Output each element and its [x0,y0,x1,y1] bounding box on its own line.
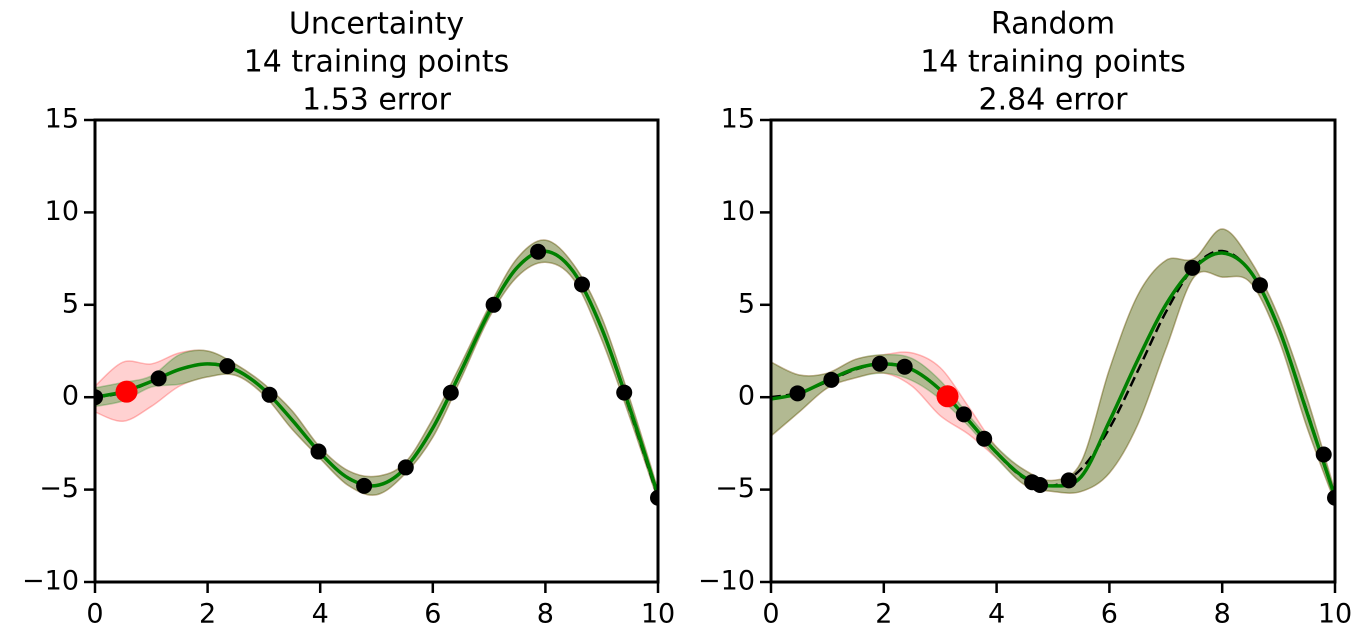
y-tick-label: 10 [721,196,755,227]
chart-title: Random [991,7,1115,42]
plot-area [771,228,1335,506]
y-tick-label: 15 [45,104,79,135]
chart-title: 14 training points [920,45,1186,80]
y-tick-label: −5 [715,473,755,504]
y-tick-label: 15 [721,104,755,135]
training-point [397,459,414,476]
plot-area [95,239,658,506]
x-tick-label: 4 [312,599,329,630]
training-point [650,489,658,506]
y-tick-label: 0 [738,381,755,412]
x-tick-label: 6 [424,599,441,630]
training-point [95,389,103,406]
x-tick-label: 10 [641,599,675,630]
y-tick-label: −5 [39,473,79,504]
training-point [789,385,806,402]
y-tick-label: 5 [62,288,79,319]
training-point [955,406,972,423]
training-point [976,430,993,447]
y-tick-label: 0 [62,381,79,412]
training-point [823,371,840,388]
training-point [616,384,633,401]
axes-frame [769,118,1337,584]
training-point [1184,259,1201,276]
training-point [485,296,502,313]
x-tick-label: 0 [86,599,103,630]
x-tick-label: 8 [1214,599,1231,630]
x-tick-label: 2 [875,599,892,630]
chart-title: 1.53 error [302,83,452,118]
chart-title: 14 training points [244,45,510,80]
y-tick-label: 10 [45,196,79,227]
axes-frame [93,118,660,584]
training-point [1315,446,1332,463]
training-point [530,243,547,260]
training-point [1032,476,1049,493]
y-tick-label: −10 [698,566,755,597]
training-point [871,355,888,372]
chart-title: 2.84 error [979,83,1129,118]
x-tick-label: 2 [199,599,216,630]
x-tick-label: 4 [988,599,1005,630]
training-point [1327,489,1335,506]
training-point [261,386,278,403]
y-tick-label: −10 [22,566,79,597]
training-point [1060,472,1077,489]
training-point [1251,277,1268,294]
x-tick-label: 10 [1318,599,1352,630]
training-point [896,358,913,375]
training-point [936,385,959,408]
y-tick-label: 5 [738,288,755,319]
training-point [442,384,459,401]
x-tick-label: 6 [1101,599,1118,630]
chart-title: Uncertainty [289,7,464,42]
mean-line [95,249,658,496]
training-point [150,370,167,387]
training-point [573,276,590,293]
training-point [115,380,138,403]
training-point [356,477,373,494]
mean-line [771,251,1335,498]
x-tick-label: 8 [537,599,554,630]
training-point [310,443,327,460]
x-tick-label: 0 [762,599,779,630]
training-point [219,358,236,375]
